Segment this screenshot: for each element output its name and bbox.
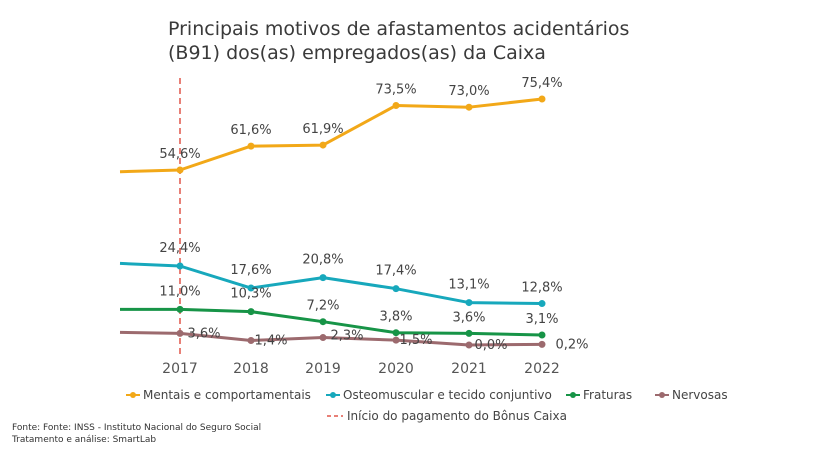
data-point — [247, 284, 255, 292]
data-label: 0,2% — [555, 337, 588, 352]
data-label: 10,3% — [230, 287, 271, 302]
data-label: 2,3% — [330, 329, 363, 344]
data-point — [392, 336, 400, 344]
data-label: 3,6% — [187, 326, 220, 341]
legend-label: Nervosas — [672, 388, 728, 402]
series-2: 11,0% 10,3% 7,2% 3,8% 3,6% 3,1% — [120, 284, 559, 339]
data-label: 7,2% — [306, 299, 339, 314]
x-tick-label: 2020 — [378, 361, 414, 377]
data-point — [538, 300, 546, 308]
legend-marker-dot — [330, 392, 336, 398]
data-point — [247, 336, 255, 344]
x-axis-ticks: 2017 2018 2019 2020 2021 2022 — [162, 361, 560, 377]
data-point — [176, 166, 184, 174]
data-label: 75,4% — [521, 76, 562, 91]
data-point — [538, 95, 546, 103]
data-point — [319, 318, 327, 326]
data-label: 1,4% — [254, 333, 287, 348]
legend-marker-dot — [659, 392, 665, 398]
series-layer: 54,6% 61,6% 61,9% 73,5% 73,0% 75,4% 24,4% 17,6%… — [119, 76, 589, 353]
chart-title-line1: Principais motivos de afastamentos acide… — [168, 18, 629, 40]
legend-label: Mentais e comportamentais — [143, 388, 311, 402]
data-point — [392, 285, 400, 293]
data-label: 3,1% — [525, 312, 558, 327]
data-label: 3,8% — [379, 310, 412, 325]
data-point — [465, 341, 473, 349]
data-point — [319, 141, 327, 149]
legend-reference-line-label: Início do pagamento do Bônus Caixa — [347, 409, 567, 423]
data-point — [465, 103, 473, 111]
data-point — [176, 329, 184, 337]
series-3: 3,6% 1,4% 2,3% 1,5% 0,0% 0,2% — [119, 326, 589, 353]
series-0: 54,6% 61,6% 61,9% 73,5% 73,0% 75,4% — [119, 76, 563, 174]
x-tick-label: 2018 — [233, 361, 269, 377]
data-label: 17,6% — [230, 263, 271, 278]
data-label: 73,5% — [375, 82, 416, 97]
data-label: 20,8% — [302, 253, 343, 268]
data-point — [176, 262, 184, 270]
data-label: 12,8% — [521, 281, 562, 296]
data-label: 54,6% — [159, 147, 200, 162]
legend-marker-dot — [570, 392, 576, 398]
analysis-note: Tratamento e análise: SmartLab — [11, 435, 156, 445]
legend-label: Osteomuscular e tecido conjuntivo — [343, 388, 552, 402]
x-tick-label: 2017 — [162, 361, 198, 377]
data-label: 0,0% — [474, 338, 507, 353]
x-tick-label: 2021 — [451, 361, 487, 377]
data-point — [319, 274, 327, 282]
data-label: 73,0% — [448, 84, 489, 99]
data-label: 1,5% — [399, 333, 432, 348]
data-point — [392, 329, 400, 337]
data-label: 24,4% — [159, 241, 200, 256]
x-tick-label: 2019 — [305, 361, 341, 377]
data-point — [247, 308, 255, 316]
legend-label: Fraturas — [583, 388, 632, 402]
data-label: 17,4% — [375, 264, 416, 279]
data-point — [319, 334, 327, 342]
data-label: 61,9% — [302, 122, 343, 137]
data-point — [465, 299, 473, 307]
data-label: 11,0% — [159, 284, 200, 299]
data-point — [176, 305, 184, 313]
data-point — [538, 331, 546, 339]
chart-title-line2: (B91) dos(as) empregados(as) da Caixa — [168, 42, 546, 64]
data-label: 3,6% — [452, 310, 485, 325]
data-point — [465, 329, 473, 337]
data-point — [538, 340, 546, 348]
data-point — [392, 101, 400, 109]
legend: Mentais e comportamentais Osteomuscular e… — [126, 388, 728, 423]
data-label: 13,1% — [448, 278, 489, 293]
data-label: 61,6% — [230, 123, 271, 138]
series-1: 24,4% 17,6% 20,8% 17,4% 13,1% 12,8% — [119, 241, 563, 308]
data-point — [247, 142, 255, 150]
x-tick-label: 2022 — [524, 361, 560, 377]
source-note: Fonte: Fonte: INSS - Instituto Nacional … — [12, 423, 261, 433]
legend-marker-dot — [130, 392, 136, 398]
